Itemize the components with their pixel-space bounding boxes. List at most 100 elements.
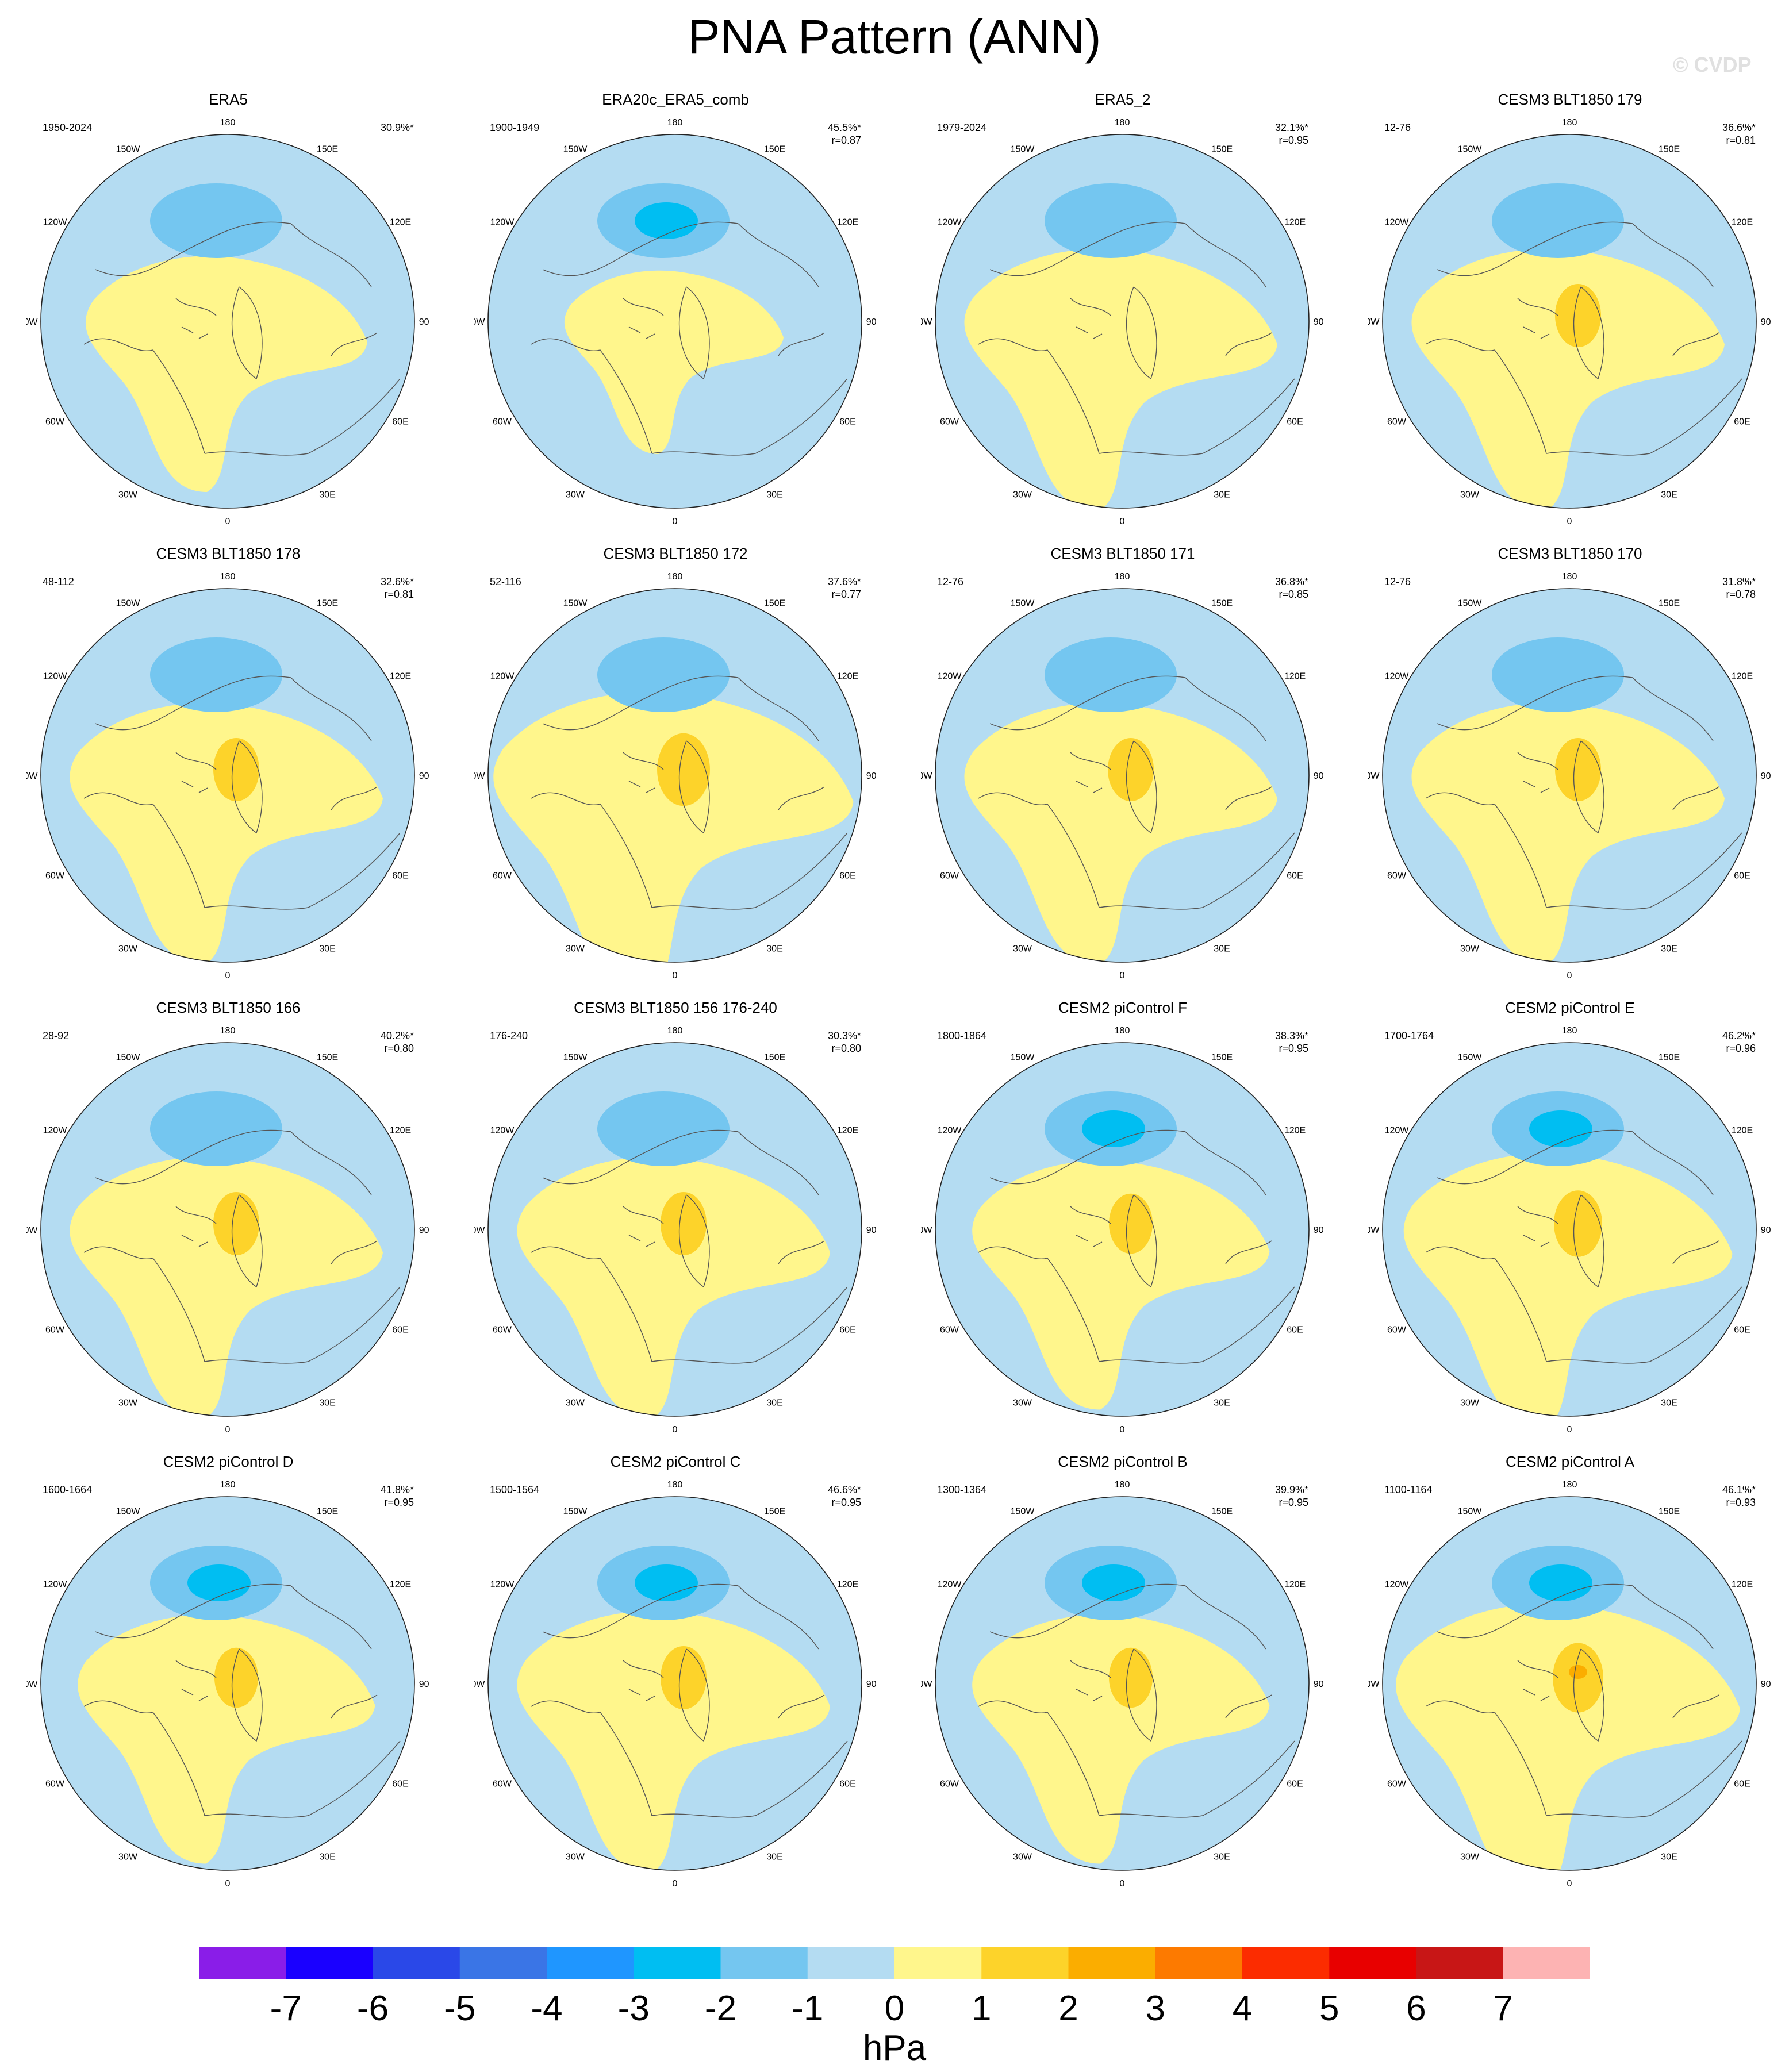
panel-title: CESM3 BLT1850 172 — [603, 545, 748, 562]
longitude-label: 90E — [419, 1679, 429, 1689]
map-panel: CESM3 BLT1850 172 52-116 37.6%* r=0.77 180 15… — [452, 544, 899, 998]
longitude-label: 0 — [673, 1425, 678, 1433]
longitude-label: 30W — [1460, 944, 1480, 954]
longitude-label: 150W — [116, 1052, 141, 1062]
longitude-label: 0 — [225, 517, 231, 525]
longitude-label: 60E — [1287, 1325, 1303, 1335]
longitude-label: 30E — [1661, 944, 1677, 954]
longitude-label: 30W — [566, 1852, 585, 1862]
longitude-label: 120E — [1732, 1126, 1753, 1136]
polar-map: 180 150E 120E 90E 60E 30E 0 30W 60W 90W 120W 150W — [474, 1026, 876, 1433]
colorbar-tick: -2 — [704, 1989, 737, 2028]
panel-variance-explained: 37.6%* — [827, 576, 861, 587]
coastlines — [978, 1129, 1295, 1364]
panel-correlation: r=0.78 — [1726, 589, 1756, 600]
map-panel: CESM3 BLT1850 178 48-112 32.6%* r=0.81 180 15… — [5, 544, 452, 998]
longitude-label: 60E — [1287, 417, 1303, 427]
map-boundary — [40, 1042, 415, 1417]
panel-variance-explained: 45.5%* — [827, 122, 861, 133]
longitude-label: 150W — [1011, 1052, 1035, 1062]
longitude-label: 60W — [940, 1779, 959, 1789]
longitude-label: 120W — [1385, 672, 1410, 682]
panel-years: 1500-1564 — [490, 1484, 540, 1496]
positive-anomaly-region — [1396, 1604, 1741, 1870]
longitude-label: 180 — [1562, 1026, 1577, 1036]
colorbar-tick: 0 — [884, 1989, 905, 2028]
map-panel: CESM2 piControl C 1500-1564 46.6%* r=0.95 18… — [452, 1452, 899, 1906]
panel-correlation: r=0.77 — [831, 589, 861, 600]
colorbar-swatch — [199, 1947, 286, 1979]
longitude-label: 0 — [673, 971, 678, 979]
pacific-low-core — [1529, 1564, 1592, 1601]
longitude-label: 60W — [493, 871, 512, 881]
panel-title: ERA5 — [209, 91, 248, 108]
panel-title: CESM3 BLT1850 166 — [156, 999, 301, 1016]
panel-correlation: r=0.80 — [831, 1043, 861, 1054]
positive-anomaly-region — [972, 1160, 1270, 1410]
longitude-label: 90E — [1314, 1225, 1323, 1235]
longitude-label: 60E — [1734, 1779, 1750, 1789]
high-centre — [661, 1192, 707, 1255]
longitude-label: 180 — [1115, 1480, 1130, 1490]
longitude-label: 30E — [319, 1852, 335, 1862]
coastlines — [1425, 1583, 1742, 1818]
panel-years: 1800-1864 — [937, 1030, 987, 1041]
map-panel: ERA5 1950-2024 30.9%* 180 150E 120E 90E 60E 30E 0… — [5, 90, 452, 544]
coastlines — [978, 221, 1295, 456]
panel-title: CESM2 piControl D — [163, 1453, 294, 1470]
longitude-label: 30E — [1214, 1852, 1230, 1862]
panel-title: CESM3 BLT1850 178 — [156, 545, 301, 562]
longitude-label: 60E — [1734, 871, 1750, 881]
longitude-label: 90E — [1761, 317, 1771, 327]
map-panel: CESM2 piControl F 1800-1864 38.3%* r=0.95 18… — [899, 998, 1346, 1452]
longitude-label: 90E — [419, 1225, 429, 1235]
longitude-label: 30W — [118, 490, 138, 500]
panel-years: 1900-1949 — [490, 122, 540, 133]
longitude-label: 90W — [26, 771, 38, 781]
longitude-label: 150E — [764, 1506, 785, 1516]
colorbar-unit: hPa — [862, 2028, 927, 2068]
map-panel: CESM2 piControl B 1300-1364 39.9%* r=0.95 18… — [899, 1452, 1346, 1906]
pacific-low-core — [635, 202, 698, 239]
colorbar-tick: 3 — [1145, 1989, 1165, 2028]
high-centre — [1555, 738, 1601, 801]
longitude-label: 90W — [26, 1225, 38, 1235]
coastlines — [83, 221, 401, 456]
longitude-label: 0 — [1567, 517, 1572, 525]
high-centre — [213, 738, 259, 801]
longitude-label: 180 — [220, 572, 236, 582]
longitude-label: 180 — [1562, 1480, 1577, 1490]
pacific-low-core — [635, 1564, 698, 1601]
longitude-label: 120W — [490, 1126, 515, 1136]
longitude-label: 90E — [1314, 1679, 1323, 1689]
polar-map: 180 150E 120E 90E 60E 30E 0 30W 60W 90W 120W 150W — [921, 1026, 1323, 1433]
panel-correlation: r=0.80 — [384, 1043, 414, 1054]
panel-variance-explained: 30.3%* — [827, 1030, 861, 1041]
longitude-label: 150E — [1211, 144, 1233, 154]
longitude-label: 90W — [26, 1679, 38, 1689]
longitude-label: 60W — [45, 417, 65, 427]
longitude-label: 30W — [566, 944, 585, 954]
longitude-label: 90W — [1368, 1225, 1380, 1235]
longitude-label: 90E — [866, 771, 876, 781]
longitude-label: 150E — [764, 598, 785, 608]
high-core — [1569, 1665, 1587, 1679]
map-boundary — [487, 588, 862, 963]
longitude-label: 30W — [566, 490, 585, 500]
colorbar-swatch — [459, 1947, 547, 1979]
polar-map: 180 150E 120E 90E 60E 30E 0 30W 60W 90W 120W 150W — [921, 1480, 1323, 1888]
map-panel: CESM3 BLT1850 166 28-92 40.2%* r=0.80 180 150… — [5, 998, 452, 1452]
longitude-label: 60E — [1287, 1779, 1303, 1789]
pacific-low-centre — [1045, 183, 1177, 258]
colorbar-swatch — [547, 1947, 634, 1979]
map-boundary — [935, 1042, 1310, 1417]
longitude-label: 120E — [390, 1580, 411, 1590]
longitude-label: 120E — [837, 1580, 858, 1590]
pacific-low-centre — [150, 637, 282, 712]
longitude-label: 60W — [493, 1325, 512, 1335]
longitude-label: 120W — [1385, 218, 1410, 228]
colorbar-tick: 2 — [1058, 1989, 1078, 2028]
longitude-label: 150E — [1659, 598, 1680, 608]
map-boundary — [1382, 1496, 1757, 1871]
pacific-low-centre — [1492, 183, 1624, 258]
